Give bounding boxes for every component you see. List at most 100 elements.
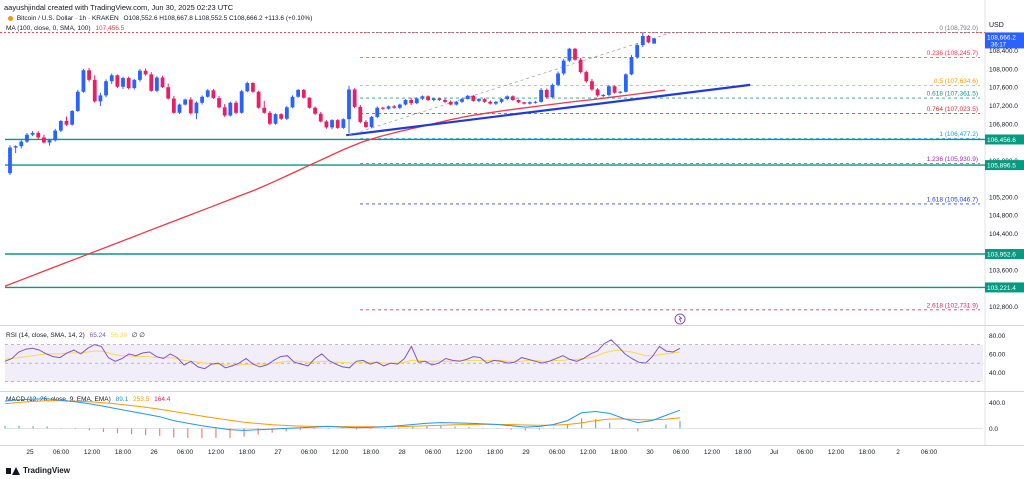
candle-body <box>584 72 589 82</box>
candle-body <box>171 98 176 113</box>
rsi-ma-value: 56.39 <box>110 332 127 339</box>
candle-body <box>352 89 357 107</box>
support-price-tag-label: 106,456.6 <box>987 137 1016 144</box>
ma-100-line <box>4 89 666 287</box>
rsi-axis-label: 40.00 <box>989 370 1006 377</box>
candle-body <box>109 75 114 82</box>
candle-body <box>397 104 402 108</box>
ma-value: 107,456.5 <box>95 25 125 32</box>
candle-body <box>443 99 447 102</box>
support-price-tag <box>985 282 1024 293</box>
candle-body <box>149 74 154 91</box>
macd-histogram-bar <box>313 428 315 430</box>
candle-body <box>245 83 250 92</box>
time-axis-label: 18:00 <box>487 449 504 456</box>
bitcoin-icon <box>8 15 13 21</box>
macd-histogram-bar <box>412 426 414 429</box>
macd-histogram-bar <box>398 427 400 429</box>
candle-body <box>578 59 583 73</box>
ohlc-values: O108,552.6 H108,667.8 L108,552.5 C108,66… <box>123 15 313 22</box>
candle-body <box>494 101 498 104</box>
macd-histogram-bar <box>426 425 428 429</box>
candle-body <box>290 96 295 108</box>
macd-histogram-bar <box>623 428 625 429</box>
candle-body <box>629 56 634 75</box>
candle-body <box>87 70 91 80</box>
candle-body <box>431 98 436 100</box>
candle-body <box>121 78 125 87</box>
macd-histogram-bar <box>299 428 301 431</box>
fib-level-label: 1 (106,477.2) <box>939 131 978 138</box>
macd-histogram-bar <box>524 428 526 431</box>
chart-credit: aayushjindal created with TradingView.co… <box>4 3 234 12</box>
candle-body <box>256 91 261 108</box>
candle-body <box>36 132 41 138</box>
support-price-tag-label: 103,221.4 <box>987 285 1016 292</box>
macd-histogram-bar <box>384 428 386 429</box>
candle-body <box>420 96 425 99</box>
macd-histogram-bar <box>665 424 667 429</box>
fib-level-label: 0.618 (107,361.5) <box>927 91 978 98</box>
brand-label: TradingView <box>23 466 70 475</box>
macd-histogram-bar <box>74 428 76 430</box>
candle-body <box>273 114 278 124</box>
time-axis-label: 12:00 <box>332 449 349 456</box>
macd-signal-value: 253.5 <box>133 396 150 403</box>
candle-body <box>601 94 606 96</box>
candle-body <box>8 147 12 174</box>
rsi-ma-line <box>4 349 681 366</box>
candle-body <box>75 91 80 111</box>
macd-label: MACD (12, 26, close, 9, EMA, EMA) <box>6 396 111 403</box>
candle-body <box>115 75 120 87</box>
candle-body <box>155 77 159 91</box>
currency-label: USD <box>989 22 1004 29</box>
candle-body <box>533 101 538 103</box>
time-axis-label: 06:00 <box>301 449 318 456</box>
ascending-trendline <box>346 83 751 137</box>
macd-histogram-bar <box>566 424 569 429</box>
macd-hist-value: 164.4 <box>154 396 171 403</box>
candle-body <box>13 146 18 148</box>
candle-body <box>341 119 346 128</box>
candle-body <box>347 89 351 120</box>
candle-body <box>544 89 549 98</box>
price-axis-label: 103,600.0 <box>989 268 1018 275</box>
time-axis-label: 12:00 <box>704 449 721 456</box>
macd-histogram-bar <box>116 428 119 434</box>
price-axis-label: 106,800.0 <box>989 121 1018 128</box>
tradingview-logo[interactable]: TradingView <box>6 466 70 475</box>
macd-histogram-bar <box>482 427 484 429</box>
candle-body <box>234 102 238 113</box>
macd-histogram-bar <box>510 428 512 430</box>
candle-body <box>318 113 323 122</box>
macd-signal-line <box>4 400 681 428</box>
price-axis-label: 108,000.0 <box>989 66 1018 73</box>
price-axis-label: 108,400.0 <box>989 48 1018 55</box>
time-axis-label: 12:00 <box>84 449 101 456</box>
candle-body <box>92 79 97 102</box>
candle-body <box>205 90 210 97</box>
time-axis-label: 2 <box>896 449 900 456</box>
candle-body <box>516 99 521 103</box>
support-price-tag-label: 103,952.6 <box>987 251 1016 258</box>
candle-body <box>550 84 555 98</box>
time-axis-label: 27 <box>274 449 282 456</box>
time-axis-label: 18:00 <box>115 449 132 456</box>
fib-level-label: 0 (108,792.0) <box>939 25 978 32</box>
candle-body <box>567 48 572 61</box>
rsi-axis-label: 60.00 <box>989 351 1006 358</box>
macd-histogram-bar <box>651 428 653 430</box>
candle-body <box>454 101 459 105</box>
macd-histogram-bar <box>609 422 611 429</box>
candle-body <box>330 120 334 128</box>
candle-body <box>64 121 69 125</box>
candle-body <box>42 137 46 143</box>
candle-body <box>499 99 504 102</box>
candle-body <box>200 96 204 103</box>
macd-histogram-bar <box>88 428 90 431</box>
candle-body <box>188 99 193 114</box>
time-axis-label: 18:00 <box>363 449 380 456</box>
candle-body <box>279 114 284 119</box>
macd-histogram-bar <box>271 428 273 433</box>
